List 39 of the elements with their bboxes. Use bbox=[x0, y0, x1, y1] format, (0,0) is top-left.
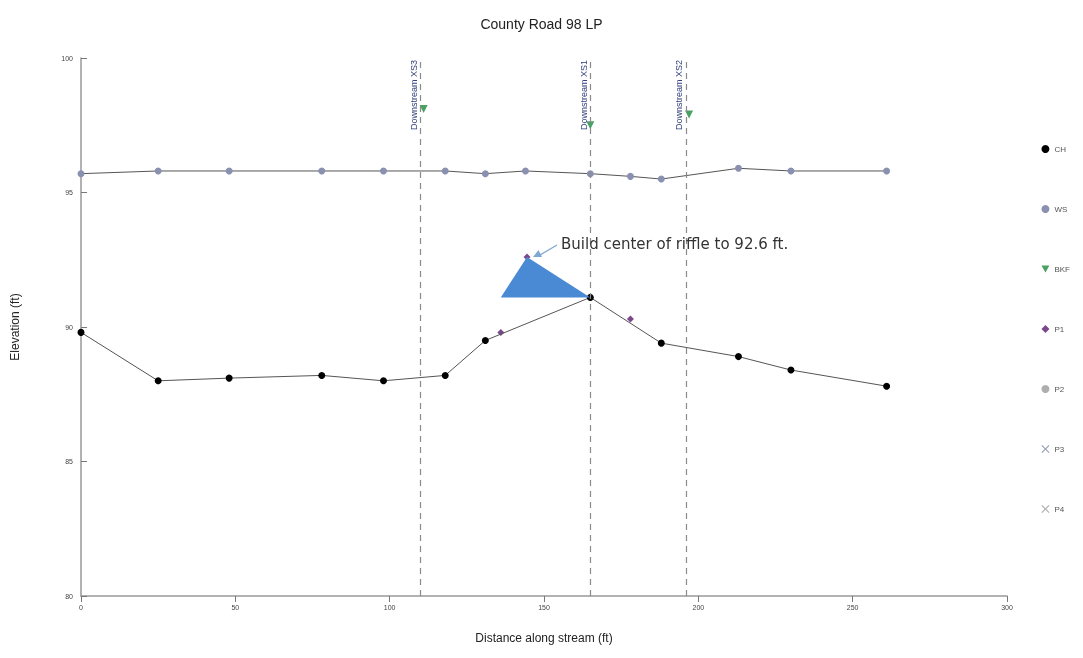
legend-label: CH bbox=[1054, 144, 1067, 154]
y-axis-title: Elevation (ft) bbox=[8, 293, 22, 361]
point bbox=[380, 167, 387, 175]
point bbox=[626, 172, 634, 180]
point bbox=[481, 336, 489, 344]
point bbox=[225, 167, 233, 175]
ref-line-label: Downstream XS2 bbox=[674, 60, 685, 131]
point bbox=[685, 110, 694, 119]
legend-label: BKF bbox=[1054, 264, 1071, 274]
point bbox=[521, 167, 529, 175]
point bbox=[154, 167, 162, 175]
annotation: Build center of riffle to 92.6 ft. bbox=[561, 235, 789, 254]
point bbox=[883, 167, 891, 175]
point bbox=[419, 105, 428, 114]
ref-line-label: Downstream XS3 bbox=[409, 60, 420, 131]
point bbox=[481, 170, 489, 178]
point bbox=[441, 371, 449, 379]
point bbox=[734, 353, 742, 361]
point bbox=[657, 175, 665, 183]
x-axis-title: Distance along stream (ft) bbox=[475, 631, 613, 645]
point bbox=[883, 382, 891, 390]
ref-line-label: Downstream XS1 bbox=[578, 60, 589, 131]
point bbox=[318, 371, 326, 379]
point bbox=[225, 374, 233, 382]
legend-label: P1 bbox=[1054, 324, 1065, 334]
point bbox=[380, 377, 387, 385]
legend-label: P3 bbox=[1054, 444, 1065, 454]
point bbox=[441, 167, 449, 175]
point bbox=[318, 167, 326, 175]
legend-label: P4 bbox=[1054, 504, 1065, 514]
legend-label: P2 bbox=[1054, 384, 1065, 394]
point bbox=[734, 164, 742, 172]
chart-title: County Road 98 LP bbox=[480, 16, 603, 32]
point bbox=[657, 339, 665, 347]
point bbox=[77, 170, 85, 178]
legend-label: WS bbox=[1054, 204, 1068, 214]
point bbox=[626, 315, 634, 323]
point bbox=[77, 328, 85, 336]
point bbox=[154, 377, 162, 385]
